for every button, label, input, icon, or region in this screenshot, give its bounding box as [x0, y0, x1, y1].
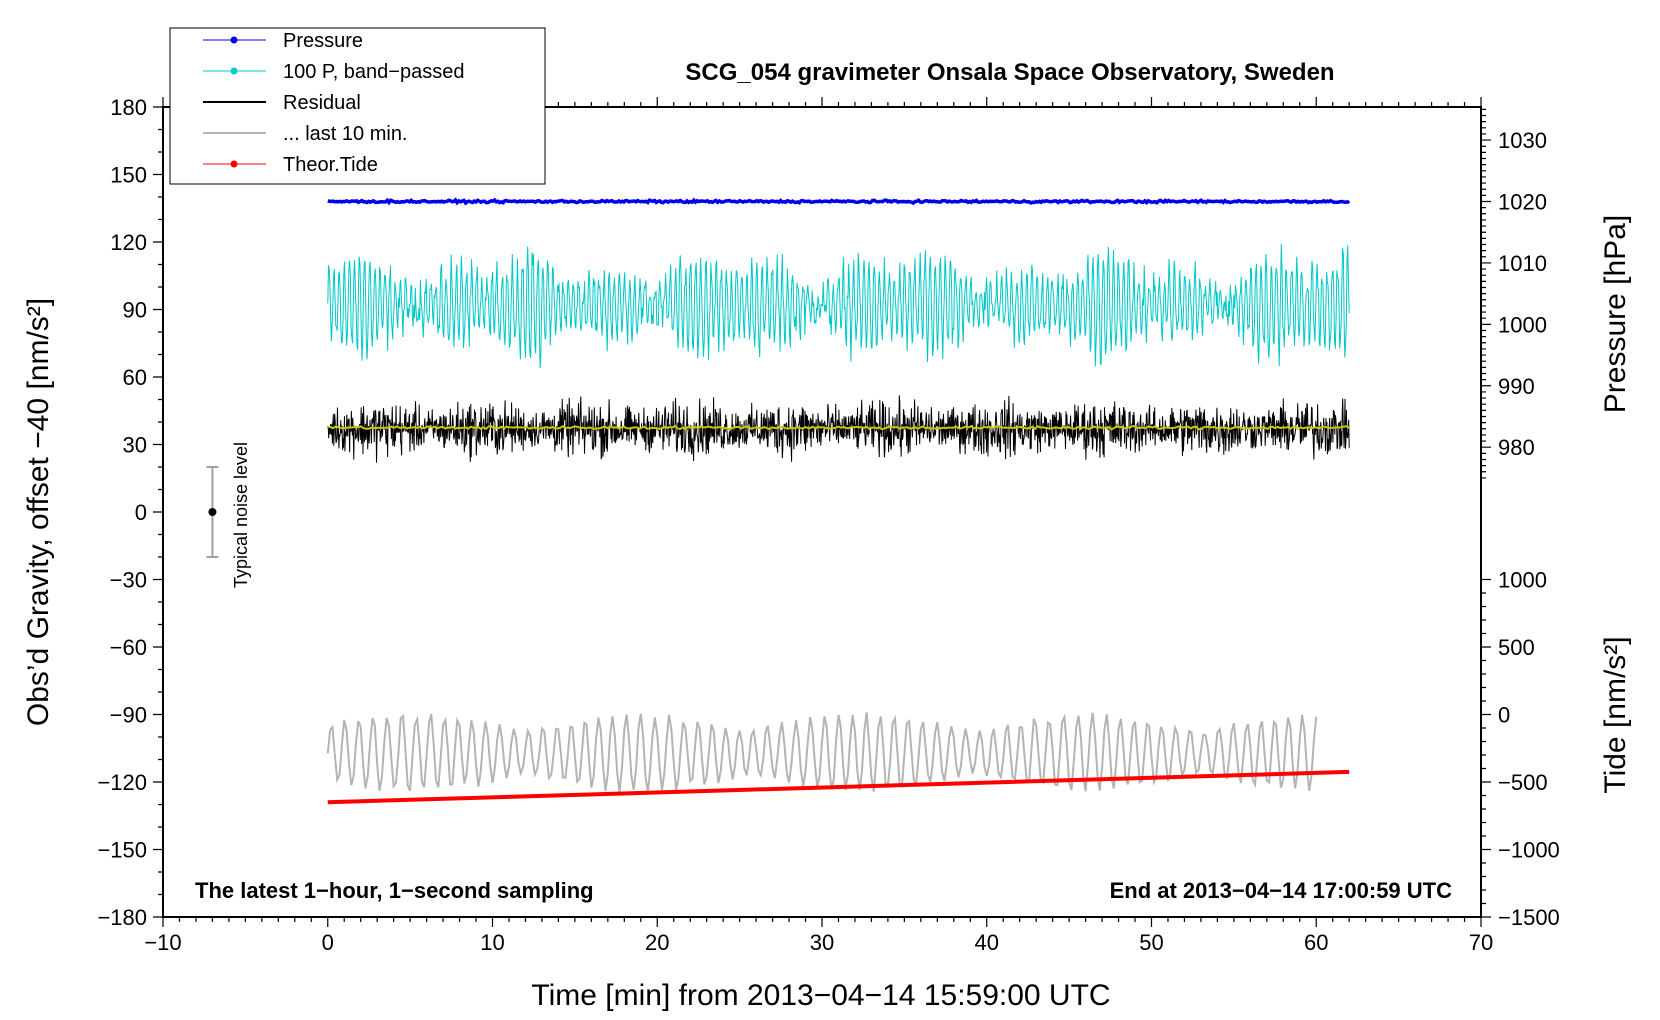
y-axis-label-left: Obs’d Gravity, offset −40 [nm/s²] — [22, 298, 55, 726]
x-tick-label: 20 — [645, 930, 669, 955]
plot-frame — [162, 106, 1482, 918]
tide-tick-label: −500 — [1498, 770, 1548, 795]
noise-indicator: Typical noise level — [206, 442, 251, 588]
y-tick-label-left: 150 — [110, 163, 147, 188]
x-tick-label: 60 — [1304, 930, 1328, 955]
pressure-tick-label: 980 — [1498, 435, 1535, 460]
x-tick-label: 10 — [480, 930, 504, 955]
legend-label: Residual — [283, 92, 361, 114]
x-tick-label: 50 — [1139, 930, 1163, 955]
pressure-tick-label: 1010 — [1498, 251, 1547, 276]
legend-label: Theor.Tide — [283, 154, 378, 176]
tide-tick-label: 1000 — [1498, 568, 1547, 593]
tide-axis-ticks — [1481, 578, 1491, 918]
y-tick-label-left: −150 — [97, 838, 147, 863]
x-tick-label: 0 — [322, 930, 334, 955]
y-tick-label-left: −180 — [97, 905, 147, 930]
legend-label: Pressure — [283, 30, 363, 52]
tick-labels: −10 0 10 20 30 40 50 60 701801501209060300−30−60… — [97, 95, 1559, 955]
noise-center-dot — [208, 508, 217, 516]
y-tick-label-left: 30 — [123, 433, 147, 458]
x-axis-label: Time [min] from 2013−04−14 15:59:00 UTC — [531, 979, 1110, 1012]
tide-tick-label: −1500 — [1498, 905, 1560, 930]
pressure-tick-label: 1020 — [1498, 190, 1547, 215]
x-tick-label: 70 — [1469, 930, 1493, 955]
y-tick-label-left: −30 — [110, 568, 147, 593]
legend-marker — [230, 67, 238, 75]
tide-tick-label: 500 — [1498, 635, 1535, 660]
legend-marker — [230, 36, 238, 44]
tide-tick-label: 0 — [1498, 703, 1510, 728]
legend-label: 100 P, band−passed — [283, 61, 464, 83]
y-axis-label-pressure: Pressure [hPa] — [1599, 215, 1632, 413]
series-theoretical-tide — [327, 769, 1350, 805]
series-residual-smoothed — [327, 424, 1350, 431]
axis-ticks — [153, 97, 1491, 927]
end-time-note: End at 2013−04−14 17:00:59 UTC — [1110, 878, 1453, 903]
legend: Pressure 100 P, band−passed Residual ... la… — [169, 27, 546, 185]
series-bandpassed-pressure — [327, 243, 1350, 369]
x-tick-label: 40 — [975, 930, 999, 955]
legend-label: ... last 10 min. — [283, 123, 408, 145]
y-tick-label-left: −120 — [97, 770, 147, 795]
x-tick-label: 30 — [810, 930, 834, 955]
chart-title: SCG_054 gravimeter Onsala Space Observat… — [685, 59, 1334, 86]
pressure-tick-label: 990 — [1498, 374, 1535, 399]
frame-ticks — [153, 97, 1482, 927]
y-tick-label-left: −60 — [110, 635, 147, 660]
y-tick-label-left: −90 — [110, 703, 147, 728]
y-tick-label-left: 90 — [123, 298, 147, 323]
noise-label: Typical noise level — [231, 442, 251, 588]
series-pressure — [327, 197, 1351, 206]
tide-tick-label: −1000 — [1498, 838, 1560, 863]
sampling-note: The latest 1−hour, 1−second sampling — [195, 878, 594, 903]
y-axis-label-tide: Tide [nm/s²] — [1599, 636, 1632, 793]
y-tick-label-left: 0 — [135, 500, 147, 525]
y-tick-label-left: 120 — [110, 230, 147, 255]
pressure-axis-ticks — [1481, 108, 1491, 479]
pressure-tick-label: 1030 — [1498, 128, 1547, 153]
x-tick-label: −10 — [144, 930, 181, 955]
series-layer — [326, 197, 1351, 805]
legend-box — [169, 27, 546, 185]
series-last-10-min — [326, 712, 1318, 793]
y-tick-label-left: 180 — [110, 95, 147, 120]
y-tick-label-left: 60 — [123, 365, 147, 390]
legend-marker — [230, 160, 238, 168]
pressure-tick-label: 1000 — [1498, 312, 1547, 337]
